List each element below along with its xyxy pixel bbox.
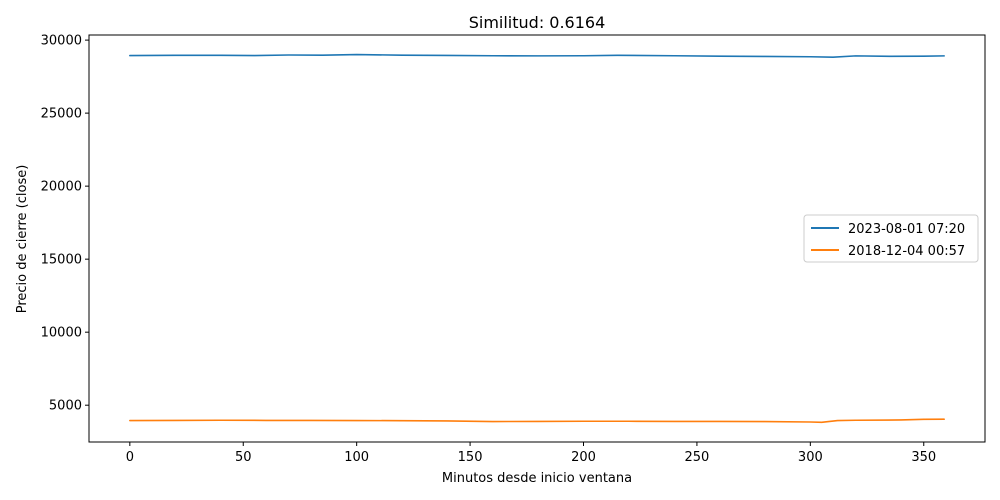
y-tick-label: 25000: [41, 107, 82, 122]
series-line-2: [129, 418, 945, 424]
x-tick-label: 0: [126, 450, 134, 465]
y-tick-label: 5000: [49, 399, 82, 414]
chart-title: Similitud: 0.6164: [469, 13, 606, 32]
series-layer: [129, 53, 945, 424]
x-tick-label: 50: [235, 450, 252, 465]
plot-frame: [88, 34, 986, 443]
y-tick-label: 30000: [41, 34, 82, 49]
x-tick-label: 300: [798, 450, 823, 465]
y-tick-label: 10000: [41, 326, 82, 341]
legend-box: [803, 214, 979, 263]
y-axis: 5000 10000 15000 20000 25000 30000: [41, 34, 89, 414]
legend-label-series-1: 2023-08-01 07:20: [848, 222, 965, 237]
legend: 2023-08-01 07:20 2018-12-04 00:57: [803, 214, 979, 263]
series-line-1: [129, 53, 945, 59]
legend-label-series-2: 2018-12-04 00:57: [848, 244, 965, 259]
y-tick-label: 20000: [41, 180, 82, 195]
x-tick-label: 150: [458, 450, 483, 465]
x-tick-label: 100: [344, 450, 369, 465]
x-tick-label: 200: [571, 450, 596, 465]
y-tick-label: 15000: [41, 253, 82, 268]
x-axis-title: Minutos desde inicio ventana: [442, 471, 632, 486]
plot-area: 0 50 100 150 200 250 300 350 5000 10000 15000 2000…: [41, 34, 986, 465]
x-tick-label: 250: [685, 450, 710, 465]
x-tick-label: 350: [911, 450, 936, 465]
x-axis: 0 50 100 150 200 250 300 350: [126, 442, 936, 465]
y-axis-title: Precio de cierre (close): [15, 165, 30, 314]
